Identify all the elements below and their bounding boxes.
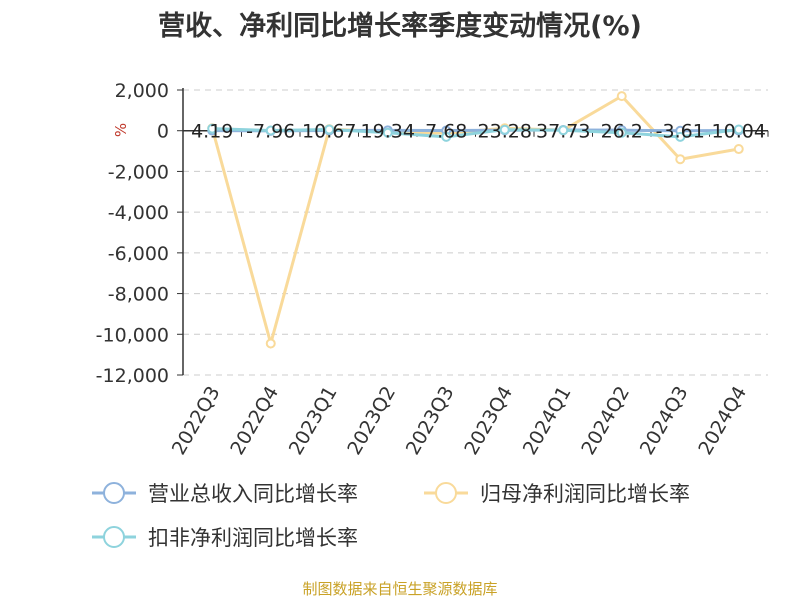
legend-label: 扣非净利润同比增长率 (148, 526, 358, 550)
x-tick-label: 2023Q3 (402, 383, 459, 459)
data-point (207, 123, 218, 134)
legend-label: 营业总收入同比增长率 (148, 482, 358, 506)
data-source: 制图数据来自恒生聚源数据库 (302, 580, 498, 598)
y-tick-label: -2,000 (108, 161, 169, 183)
y-tick-label: 0 (157, 121, 169, 143)
data-point (616, 127, 627, 138)
x-tick-label: 2023Q1 (285, 383, 342, 459)
data-point (616, 91, 627, 102)
data-label: 4.19 (191, 121, 233, 143)
y-tick-label: -6,000 (108, 243, 169, 265)
data-label: 10.04 (712, 121, 766, 143)
data-label: 10.67 (302, 121, 356, 143)
y-axis-label: % (112, 123, 130, 137)
y-tick-label: -8,000 (108, 284, 169, 306)
series-line (212, 127, 739, 139)
x-tick-label: 2022Q4 (226, 383, 283, 459)
x-tick-label: 2024Q4 (694, 383, 751, 459)
data-point (558, 125, 569, 136)
y-tick-labels: 2,000 0 -2,000 -4,000 -6,000 -8,000 -10,000 -12… (96, 80, 169, 387)
data-point (675, 131, 686, 142)
x-tick-label: 2023Q2 (343, 383, 400, 459)
data-labels: 4.19 -7.96 10.67 19.34 7.68 23.28 37.73 26.2 -3.… (191, 121, 766, 143)
data-point (382, 127, 393, 138)
data-label: -7.96 (246, 121, 295, 143)
x-tick-label: 2024Q1 (519, 383, 576, 459)
x-tick-label: 2022Q3 (168, 383, 225, 459)
data-point (265, 125, 276, 136)
data-point (265, 338, 276, 349)
chart-title: 营收、净利同比增长率季度变动情况(%) (158, 11, 642, 42)
x-tick-label: 2024Q2 (577, 383, 634, 459)
legend-marker (103, 482, 125, 504)
data-label: 26.2 (601, 121, 643, 143)
x-tick-labels: 2022Q3 2022Q4 2023Q1 2023Q2 2023Q3 2023Q4 2024… (168, 383, 751, 459)
data-point (441, 131, 452, 142)
data-point (499, 124, 510, 135)
data-label: -3.61 (656, 121, 705, 143)
series-lines (207, 91, 744, 350)
data-point (675, 154, 686, 165)
data-point (733, 144, 744, 155)
data-label: 7.68 (425, 121, 467, 143)
data-point (324, 124, 335, 135)
x-tick-label: 2024Q3 (636, 383, 693, 459)
legend-marker (435, 482, 457, 504)
y-tick-label: -10,000 (96, 324, 169, 346)
data-label: 37.73 (536, 121, 590, 143)
grid-lines (183, 89, 768, 376)
data-point (733, 124, 744, 135)
data-label: 23.28 (478, 121, 532, 143)
legend-marker (103, 526, 125, 548)
legend-label: 归母净利润同比增长率 (480, 482, 690, 506)
y-tick-label: -12,000 (96, 365, 169, 387)
y-tick-label: 2,000 (115, 80, 169, 102)
data-label: 19.34 (361, 121, 415, 143)
y-tick-label: -4,000 (108, 202, 169, 224)
x-tick-label: 2023Q4 (460, 383, 517, 459)
